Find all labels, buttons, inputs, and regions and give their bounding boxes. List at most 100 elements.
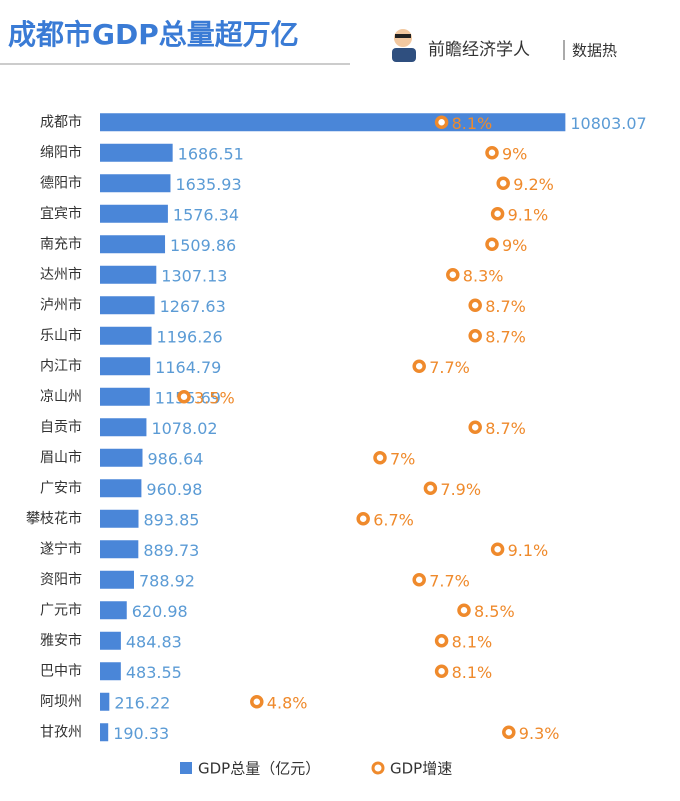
growth-label: 7% — [390, 449, 415, 468]
y-tick-label: 广元市 — [40, 601, 82, 618]
legend-label: GDP总量（亿元） — [198, 760, 320, 778]
y-tick-label: 宜宾市 — [40, 205, 82, 222]
bar-value-label: 484.83 — [126, 632, 182, 651]
bar — [100, 570, 134, 589]
growth-marker — [423, 481, 438, 495]
growth-label: 9.1% — [508, 541, 549, 560]
y-tick-label: 达州市 — [40, 266, 82, 283]
bar — [100, 418, 147, 437]
growth-label: 8.1% — [452, 663, 493, 682]
bar — [100, 174, 171, 193]
source-tag: 数据热 — [572, 42, 617, 60]
growth-label: 7.7% — [429, 571, 470, 590]
chart-title: 成都市GDP总量超万亿 — [8, 18, 299, 51]
source-icon — [392, 29, 416, 62]
bar-value-label: 1164.79 — [155, 358, 221, 377]
growth-marker — [485, 146, 499, 160]
bar — [100, 540, 139, 559]
growth-label: 7.7% — [429, 358, 470, 377]
legend-label: GDP增速 — [390, 760, 452, 778]
source: 前瞻经济学人 — [428, 40, 530, 60]
growth-marker — [457, 603, 471, 617]
growth-label: 9% — [502, 144, 527, 163]
bar-value-label: 216.22 — [114, 693, 170, 712]
growth-marker — [373, 451, 387, 465]
bar — [100, 357, 151, 376]
bar-value-label: 889.73 — [143, 541, 199, 560]
bar — [100, 326, 152, 345]
legend-swatch — [180, 762, 192, 774]
growth-marker — [490, 207, 505, 221]
y-tick-label: 遂宁市 — [40, 540, 82, 557]
bar — [100, 662, 121, 681]
growth-label: 8.3% — [463, 266, 504, 285]
growth-label: 9% — [502, 236, 527, 255]
y-tick-label: 南充市 — [40, 235, 82, 252]
bar — [100, 692, 110, 711]
growth-marker — [490, 542, 505, 556]
growth-marker — [177, 390, 191, 404]
bar — [100, 479, 142, 498]
y-tick-label: 眉山市 — [40, 449, 82, 466]
growth-marker — [434, 664, 449, 678]
growth-marker — [434, 115, 449, 129]
growth-label: 8.5% — [474, 602, 515, 621]
growth-label: 8.7% — [485, 419, 526, 438]
y-tick-label: 绵阳市 — [40, 144, 82, 161]
bar-value-label: 1196.26 — [157, 327, 223, 346]
y-tick-label: 乐山市 — [40, 327, 82, 344]
bar-value-label: 483.55 — [126, 663, 182, 682]
bar — [100, 235, 166, 254]
growth-marker — [356, 512, 370, 526]
y-tick-label: 自贡市 — [40, 418, 82, 435]
growth-label: 9.1% — [508, 205, 549, 224]
bar — [100, 387, 150, 406]
y-tick-label: 凉山州 — [40, 389, 82, 405]
bar — [100, 631, 121, 650]
growth-label: 8.7% — [485, 327, 526, 346]
growth-label: 3.5% — [194, 388, 235, 407]
bar-value-label: 893.85 — [144, 510, 200, 529]
bar — [100, 509, 139, 528]
bar-value-label: 1509.86 — [170, 236, 236, 255]
growth-label: 7.9% — [440, 480, 481, 499]
legend-swatch — [371, 761, 385, 775]
bar-value-label: 1635.93 — [175, 175, 241, 194]
growth-marker — [468, 298, 482, 312]
y-tick-label: 德阳市 — [40, 174, 82, 191]
bar — [100, 601, 127, 620]
bar-value-label: 960.98 — [146, 480, 202, 499]
growth-label: 8.1% — [452, 632, 493, 651]
y-tick-label: 内江市 — [40, 357, 82, 374]
bar — [100, 113, 566, 132]
bar — [100, 204, 168, 223]
y-tick-label: 成都市 — [40, 113, 82, 130]
bar — [100, 265, 157, 284]
bar-value-label: 986.64 — [148, 449, 204, 468]
bar-value-label: 1307.13 — [161, 266, 227, 285]
bar-value-label: 10803.07 — [570, 114, 646, 133]
growth-marker — [250, 695, 264, 709]
growth-label: 4.8% — [267, 693, 308, 712]
growth-marker — [412, 359, 426, 373]
bar-value-label: 190.33 — [113, 724, 169, 743]
growth-marker — [468, 329, 482, 343]
growth-label: 9.2% — [513, 175, 554, 194]
growth-marker — [468, 420, 482, 434]
bar — [100, 143, 173, 162]
y-tick-label: 阿坝州 — [40, 694, 82, 710]
bar — [100, 296, 155, 315]
growth-label: 6.7% — [373, 510, 414, 529]
growth-label: 8.1% — [452, 114, 493, 133]
growth-marker — [502, 725, 516, 739]
bar — [100, 723, 109, 742]
growth-marker — [446, 268, 460, 282]
bar-value-label: 1267.63 — [160, 297, 226, 316]
growth-label: 8.7% — [485, 297, 526, 316]
y-tick-label: 资阳市 — [40, 571, 82, 588]
growth-marker — [434, 634, 449, 648]
bar-value-label: 1078.02 — [151, 419, 217, 438]
y-tick-label: 巴中市 — [40, 662, 82, 679]
y-tick-label: 广安市 — [40, 479, 82, 496]
